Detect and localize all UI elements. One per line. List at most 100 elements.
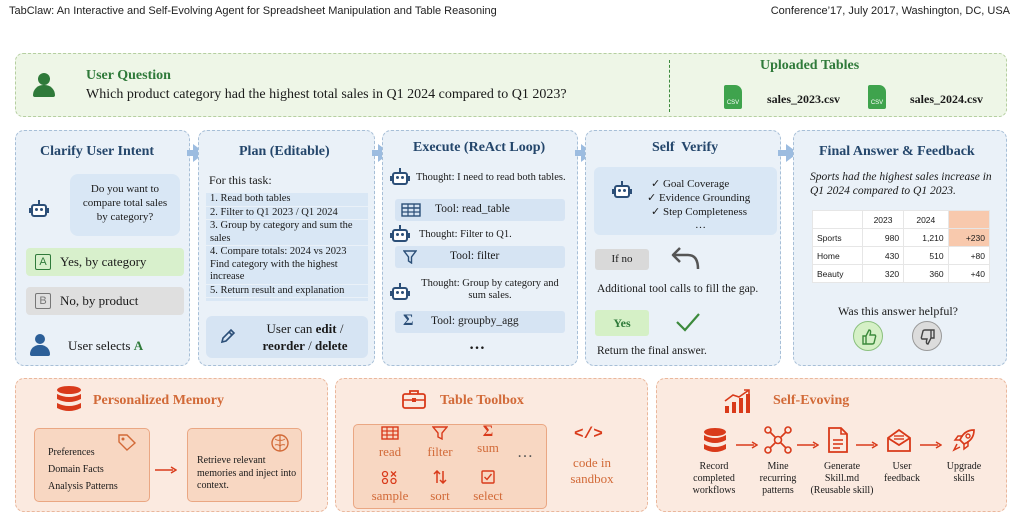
edit-plan-box[interactable]: User can edit / reorder / delete [206,316,368,358]
clarify-title: Clarify User Intent [40,144,155,159]
evolve-step-label: Record completed workflows [692,461,736,496]
plan-step[interactable]: 5. Return result and explanation [206,285,368,298]
tool-read[interactable]: read [372,426,408,460]
memory-items-box [34,428,150,502]
database-icon [702,427,728,455]
plan-intro: For this task: [209,173,272,187]
user-icon [33,73,55,97]
if-no-label: If no [595,249,649,270]
sigma-icon: Σ [403,312,414,329]
memory-items: Preferences Domain Facts Analysis Patter… [48,447,118,492]
rocket-icon [951,427,977,453]
flow-arrow [575,150,581,156]
network-icon [763,425,793,455]
paper-venue: Conference’17, July 2017, Washington, DC… [770,5,1010,17]
table-header-cell: 2024 [903,210,949,229]
tool-filter[interactable]: filter [422,426,458,460]
tool-sample[interactable]: sample [366,470,414,504]
yes-text: Return the final answer. [597,345,707,357]
growth-chart-icon [723,388,753,414]
flow-arrow [856,436,879,449]
csv-file-icon: CSV [868,85,886,109]
toolbox-grid [353,424,547,509]
plan-step[interactable]: 1. Read both tables [206,193,368,207]
evolve-title: Self-Evoving [773,393,850,408]
flow-arrow [736,436,759,449]
check-item: ✓ Goal Coverage [651,178,730,190]
execute-title: Execute (ReAct Loop) [413,140,546,155]
checkmark-icon [674,311,702,333]
table-row: Sports 980 1,210 +230 [812,228,991,247]
option-a[interactable]: A Yes, by category [26,248,184,276]
user-question-banner [15,53,1007,117]
retrieve-text: Retrieve relevant memories and inject in… [197,455,297,491]
user-question-text: Which product category had the highest t… [86,87,567,102]
envelope-icon [885,426,913,454]
plan-step[interactable]: 4. Compare totals: 2024 vs 2023 Find cat… [206,246,368,285]
thumbs-down-button[interactable] [912,321,942,351]
plan-step[interactable]: 2. Filter to Q1 2023 / Q1 2024 [206,207,368,220]
option-b-label: No, by product [60,293,139,308]
toolbox-title: Table Toolbox [440,393,524,408]
sample-icon [381,470,397,485]
helpful-question: Was this answer helpful? [838,304,958,318]
toolbox-ellipsis: … [517,444,533,461]
code-sandbox-label: code in sandbox [570,455,614,486]
filter-icon [402,250,418,265]
undo-arrow-icon [670,245,702,271]
evolve-step-label: User feedback [883,461,921,484]
answer-table: 2023 2024 Sports 980 1,210 +230 Home 430 510 +… [812,210,991,283]
flow-arrow [797,436,820,449]
pencil-icon [218,327,238,347]
user-icon [30,334,50,356]
table-header-cell: 2023 [861,210,905,229]
table-row: Beauty 320 360 +40 [812,264,991,283]
memory-title: Personalized Memory [93,393,225,408]
toolbox-icon [401,388,427,410]
verify-checklist-box [594,167,777,235]
answer-text: Sports had the highest sales increase in… [810,171,992,197]
tool-sum[interactable]: Σ sum [470,424,506,456]
sigma-icon: Σ [482,423,494,440]
thought-text: Thought: Filter to Q1. [419,229,512,240]
code-icon: </> [574,425,603,443]
csv-file-icon: CSV [724,85,742,109]
thumbs-up-button[interactable] [853,321,883,351]
thought-text: Thought: Group by category and sum sales… [421,278,559,301]
robot-icon [29,200,49,218]
plan-step-list[interactable]: 1. Read both tables 2. Filter to Q1 2023… [206,193,368,301]
tool-sort[interactable]: sort [422,469,458,504]
evolve-step-label: Upgrade skills [946,461,982,484]
paper-running-title: TabClaw: An Interactive and Self-Evolvin… [9,5,497,17]
tool-select[interactable]: select [467,470,509,504]
verify-title: Self Verify [652,140,719,155]
table-header-cell [812,210,863,229]
option-b[interactable]: B No, by product [26,287,184,315]
flow-arrow [920,436,943,449]
clarify-bubble: Do you want to compare total sales by ca… [70,174,180,236]
select-icon [481,470,495,484]
file-name-2023: sales_2023.csv [767,92,840,106]
flow-arrow [155,461,178,474]
check-item: ✓ Evidence Grounding [647,192,751,204]
check-ellipsis: … [695,219,706,231]
user-selection: User selects A [68,338,144,353]
user-question-title: User Question [86,68,171,83]
tool-call: Tool: read_table [395,199,565,221]
answer-title: Final Answer & Feedback [819,144,975,159]
sort-icon [433,469,447,485]
thumbs-up-icon [862,329,877,345]
evolve-panel [656,378,1007,512]
banner-divider [669,60,670,112]
uploaded-tables-title: Uploaded Tables [760,58,860,73]
tag-icon [117,433,137,451]
plan-step[interactable]: 3. Group by category and sum the sales [206,220,368,246]
robot-icon [390,168,410,186]
check-item: ✓ Step Completeness [651,206,747,218]
option-a-label: Yes, by category [60,254,147,269]
execute-ellipsis: … [469,336,485,353]
document-icon [826,426,850,454]
database-icon [55,385,83,415]
evolve-step-label: Generate Skill.md (Reusable skill) [810,461,874,496]
table-icon [401,203,421,217]
